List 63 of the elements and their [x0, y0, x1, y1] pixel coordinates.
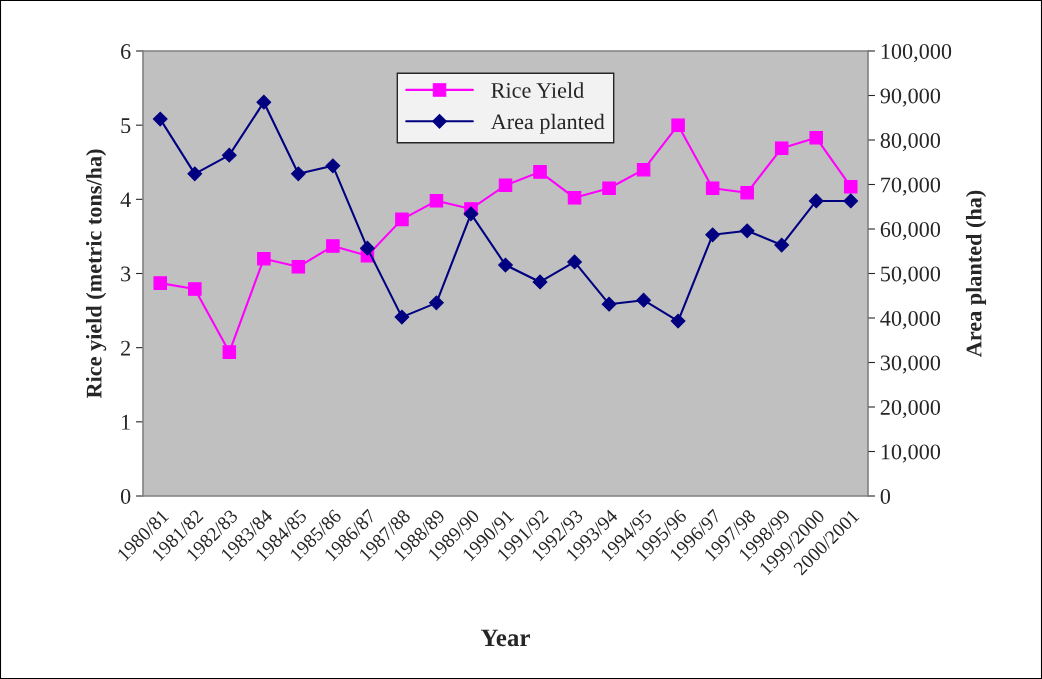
y2-tick-label: 30,000	[880, 355, 941, 374]
y2-tick-label: 40,000	[880, 310, 941, 330]
y2-axis-title: Area planted (ha)	[965, 190, 987, 358]
y2-tick-label: 100,000	[881, 43, 952, 63]
legend-label: Area planted	[490, 113, 605, 134]
point	[601, 296, 617, 312]
point	[602, 181, 616, 195]
point	[395, 212, 409, 227]
point	[809, 131, 823, 145]
y2-tick-label: 50,000	[881, 266, 941, 285]
point	[808, 193, 824, 209]
point	[221, 147, 237, 163]
point	[567, 254, 582, 270]
point	[325, 158, 341, 174]
point	[739, 223, 755, 239]
point	[463, 206, 479, 222]
y2-tick-label: 0	[880, 488, 891, 504]
point	[498, 257, 513, 273]
point	[291, 260, 306, 274]
point	[152, 111, 168, 127]
point	[360, 240, 375, 256]
legend-label: Rice Yield	[491, 82, 584, 98]
point	[636, 162, 651, 177]
point	[705, 227, 721, 243]
point	[153, 276, 168, 290]
y2-tick-label: 20,000	[880, 399, 941, 419]
point	[498, 178, 513, 193]
point	[843, 179, 858, 194]
point	[533, 165, 547, 179]
point	[188, 282, 202, 296]
y-tick-label: 2	[121, 340, 130, 356]
y2-tick-label: 70,000	[881, 177, 941, 196]
x-axis-title: Year	[480, 629, 530, 647]
point	[532, 274, 548, 290]
y-tick-label: 5	[121, 118, 131, 134]
point	[429, 295, 444, 311]
point	[187, 166, 203, 182]
y2-tick-label: 10,000	[881, 444, 941, 463]
y-axis-title: Rice yield (metric tons/ha)	[85, 149, 107, 399]
point	[567, 191, 582, 205]
point	[290, 166, 306, 182]
point	[670, 313, 686, 329]
y-tick-label: 6	[121, 43, 131, 59]
point	[429, 194, 444, 208]
y2-tick-label: 60,000	[880, 221, 941, 241]
point	[705, 181, 720, 195]
y2-tick-label: 90,000	[880, 88, 941, 107]
point	[257, 251, 271, 266]
y-tick-label: 3	[121, 266, 131, 282]
point	[636, 292, 651, 308]
point	[774, 141, 789, 155]
point	[394, 309, 410, 325]
y2-tick-label: 80,000	[880, 132, 941, 152]
point	[843, 193, 859, 209]
y-tick-label: 0	[120, 488, 131, 504]
point	[326, 239, 340, 253]
point	[740, 185, 754, 200]
y-tick-label: 4	[120, 192, 131, 208]
point	[671, 118, 685, 132]
point	[222, 345, 237, 359]
point	[256, 94, 272, 110]
point	[774, 237, 790, 253]
y-tick-label: 1	[122, 414, 130, 430]
